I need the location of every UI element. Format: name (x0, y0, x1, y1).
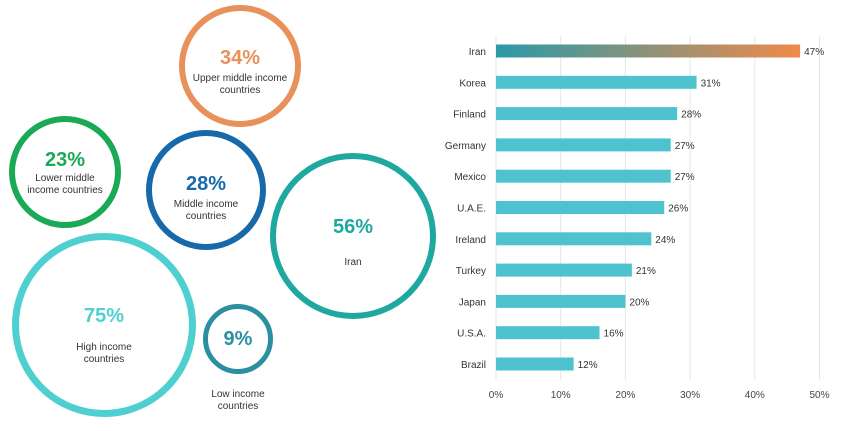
bubble-middle-income: 28% Middle income countries (146, 130, 266, 250)
bar (496, 169, 671, 183)
category-label: U.A.E. (457, 204, 486, 215)
bubble-iran: 56% Iran (270, 153, 436, 319)
category-label: Ireland (455, 235, 486, 246)
bubble-low-income: 9% (203, 304, 273, 374)
bubble-value: 56% (332, 216, 374, 238)
x-tick-label: 10% (551, 390, 571, 401)
bubble-value: 28% (185, 173, 227, 195)
bubble-label: High income countries (76, 342, 132, 365)
value-label: 27% (675, 141, 695, 152)
value-label: 27% (675, 172, 695, 183)
category-label: Finland (453, 110, 486, 121)
category-label: Mexico (454, 172, 486, 183)
bar (496, 357, 574, 371)
value-label: 31% (701, 78, 721, 89)
value-label: 16% (604, 329, 624, 340)
x-tick-label: 0% (489, 390, 504, 401)
value-label: 21% (636, 266, 656, 277)
category-label: Korea (459, 78, 486, 89)
bubble-label: Upper middle income countries (192, 73, 288, 96)
bar (496, 75, 697, 89)
x-tick-label: 50% (809, 390, 829, 401)
bubble-low-income-label: Low income countries (211, 389, 265, 412)
value-label: 26% (668, 204, 688, 215)
bubble-value: 75% (83, 305, 125, 327)
bubble-label: Lower middle income countries (27, 173, 103, 196)
bar (496, 138, 671, 152)
bubble-high-income: 75% High income countries (12, 233, 196, 417)
value-label: 28% (681, 110, 701, 121)
category-label: Germany (445, 141, 486, 152)
bubble-upper-middle-income: 34% Upper middle income countries (179, 5, 301, 127)
bubble-label: Middle income countries (173, 199, 239, 222)
bar (496, 201, 665, 214)
value-label: 47% (804, 47, 824, 58)
bar (496, 232, 652, 246)
bar (496, 107, 678, 121)
category-label: Turkey (456, 266, 486, 277)
bubble-label: Iran (344, 257, 362, 268)
bar (496, 263, 632, 277)
x-tick-label: 40% (745, 390, 765, 401)
category-label: Japan (459, 297, 486, 308)
bubble-value: 23% (44, 149, 86, 171)
bar (496, 326, 600, 340)
bar (496, 294, 626, 308)
x-tick-label: 20% (615, 390, 635, 401)
bubble-value: 9% (223, 328, 253, 350)
bubble-lower-middle-income: 23% Lower middle income countries (9, 116, 121, 228)
value-label: 24% (655, 235, 675, 246)
bar (496, 44, 801, 58)
value-label: 20% (629, 297, 649, 308)
x-tick-label: 30% (680, 390, 700, 401)
category-label: Iran (469, 47, 486, 58)
category-label: U.S.A. (457, 329, 486, 340)
value-label: 12% (578, 360, 598, 371)
category-label: Brazil (461, 360, 486, 371)
bubble-value: 34% (219, 47, 261, 69)
